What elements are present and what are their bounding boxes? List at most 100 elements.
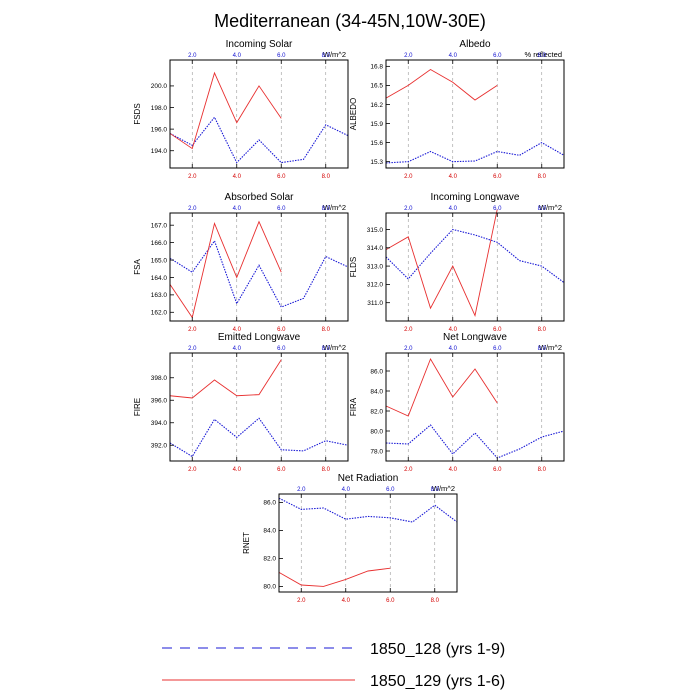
x-tick-label-bottom: 8.0 [322, 174, 331, 180]
x-tick-label-top: 2.0 [404, 53, 413, 59]
plot-frame [278, 493, 458, 593]
panel-units: W/m^2 [323, 50, 346, 59]
plot-frame [385, 352, 565, 462]
y-tick-label: 200.0 [151, 83, 168, 90]
panel-units: W/m^2 [323, 343, 346, 352]
y-axis-label: FLDS [349, 257, 358, 277]
y-tick-label: 162.0 [151, 310, 168, 317]
panel-units: W/m^2 [539, 203, 562, 212]
y-tick-label: 194.0 [151, 148, 168, 155]
x-tick-label-bottom: 6.0 [277, 327, 286, 333]
panel-title: Absorbed Solar [225, 192, 295, 203]
x-tick-label-bottom: 4.0 [233, 174, 242, 180]
x-tick-label-bottom: 6.0 [386, 598, 395, 604]
y-tick-label: 15.3 [370, 159, 383, 166]
y-axis-label: FIRA [349, 397, 358, 416]
y-tick-label: 86.0 [370, 368, 383, 375]
y-tick-label: 394.0 [151, 420, 168, 427]
x-tick-label-bottom: 6.0 [277, 174, 286, 180]
legend-label-dashed: 1850_128 (yrs 1-9) [370, 641, 505, 658]
x-tick-label-top: 4.0 [233, 346, 242, 352]
series-1850-128-line [169, 239, 349, 308]
panel-title: Albedo [459, 39, 491, 50]
y-tick-label: 311.0 [367, 300, 383, 307]
x-tick-label-top: 2.0 [188, 346, 197, 352]
x-tick-label-top: 4.0 [449, 206, 458, 212]
series-1850-129-line [278, 567, 391, 587]
x-tick-label-bottom: 2.0 [188, 174, 197, 180]
x-tick-label-top: 4.0 [233, 206, 242, 212]
x-tick-label-top: 2.0 [188, 206, 197, 212]
x-tick-label-top: 6.0 [277, 206, 286, 212]
x-tick-label-top: 6.0 [493, 346, 502, 352]
y-axis-label: RNET [242, 532, 251, 554]
series-1850-129-line [385, 357, 498, 417]
series-1850-128-line [169, 417, 349, 458]
series-1850-129-line [169, 71, 282, 150]
series-1850-128-line [385, 141, 565, 164]
y-tick-label: 84.0 [370, 388, 383, 395]
x-tick-label-top: 4.0 [449, 53, 458, 59]
panel-fsds: Incoming Solar W/m^2 FSDS 194.0 196.0 198.0 20… [133, 39, 349, 180]
y-tick-label: 314.0 [367, 245, 384, 252]
panel-title: Emitted Longwave [218, 332, 301, 343]
x-tick-label-bottom: 8.0 [538, 467, 547, 473]
x-tick-label-top: 2.0 [188, 53, 197, 59]
panel-rnet: Net Radiation W/m^2 RNET 80.0 82.0 84.0 86.0 2.… [242, 473, 458, 604]
y-tick-label: 313.0 [367, 263, 384, 270]
x-tick-label-bottom: 8.0 [538, 327, 547, 333]
x-tick-label-bottom: 4.0 [233, 467, 242, 473]
panel-units: W/m^2 [432, 484, 455, 493]
x-tick-label-bottom: 2.0 [188, 467, 197, 473]
y-tick-label: 80.0 [370, 428, 383, 435]
x-tick-label-top: 8.0 [538, 53, 547, 59]
x-tick-label-top: 6.0 [277, 53, 286, 59]
x-tick-label-bottom: 4.0 [449, 327, 458, 333]
series-1850-129-line [169, 359, 282, 399]
x-tick-label-bottom: 6.0 [493, 174, 502, 180]
y-axis-label: FSDS [133, 103, 142, 124]
y-tick-label: 15.9 [370, 121, 383, 128]
x-tick-label-top: 8.0 [538, 346, 547, 352]
x-tick-label-top: 2.0 [404, 346, 413, 352]
figure-title: Mediterranean (34-45N,10W-30E) [214, 11, 486, 31]
panels: Incoming Solar W/m^2 FSDS 194.0 196.0 198.0 20… [133, 39, 565, 604]
y-tick-label: 80.0 [263, 584, 276, 591]
y-tick-label: 392.0 [151, 443, 168, 450]
series-1850-129-line [385, 68, 498, 101]
y-tick-label: 312.0 [367, 282, 384, 289]
y-axis-label: FIRE [133, 398, 142, 416]
legend: 1850_128 (yrs 1-9) 1850_129 (yrs 1-6) [162, 641, 505, 690]
panel-fira: Net Longwave W/m^2 FIRA 78.0 80.0 82.0 84.0 86.… [349, 332, 565, 473]
x-tick-label-top: 8.0 [322, 53, 331, 59]
x-tick-label-bottom: 2.0 [404, 174, 413, 180]
panel-fsa: Absorbed Solar W/m^2 FSA 162.0 163.0 164.0 165… [133, 192, 349, 333]
x-tick-label-top: 2.0 [404, 206, 413, 212]
x-tick-label-bottom: 4.0 [342, 598, 351, 604]
x-tick-label-bottom: 6.0 [277, 467, 286, 473]
y-tick-label: 164.0 [151, 275, 168, 282]
x-tick-label-bottom: 6.0 [493, 327, 502, 333]
panel-units: W/m^2 [539, 343, 562, 352]
y-tick-label: 167.0 [151, 222, 168, 229]
x-tick-label-top: 4.0 [233, 53, 242, 59]
y-axis-label: FSA [133, 259, 142, 275]
panel-units: W/m^2 [323, 203, 346, 212]
y-tick-label: 198.0 [151, 105, 168, 112]
y-axis-label: ALBEDO [349, 98, 358, 130]
x-tick-label-bottom: 4.0 [449, 174, 458, 180]
series-1850-129-line [385, 209, 498, 317]
series-1850-128-line [169, 116, 349, 164]
x-tick-label-top: 8.0 [322, 206, 331, 212]
panel-title: Net Longwave [443, 332, 507, 343]
x-tick-label-top: 8.0 [538, 206, 547, 212]
y-tick-label: 82.0 [263, 556, 276, 563]
x-tick-label-bottom: 2.0 [404, 467, 413, 473]
y-tick-label: 163.0 [151, 292, 168, 299]
y-tick-label: 166.0 [151, 240, 168, 247]
x-tick-label-top: 8.0 [431, 487, 440, 493]
x-tick-label-bottom: 4.0 [449, 467, 458, 473]
x-tick-label-bottom: 2.0 [404, 327, 413, 333]
panel-albedo: Albedo % reflected ALBEDO 15.3 15.6 15.9 16.2 1… [349, 39, 565, 180]
